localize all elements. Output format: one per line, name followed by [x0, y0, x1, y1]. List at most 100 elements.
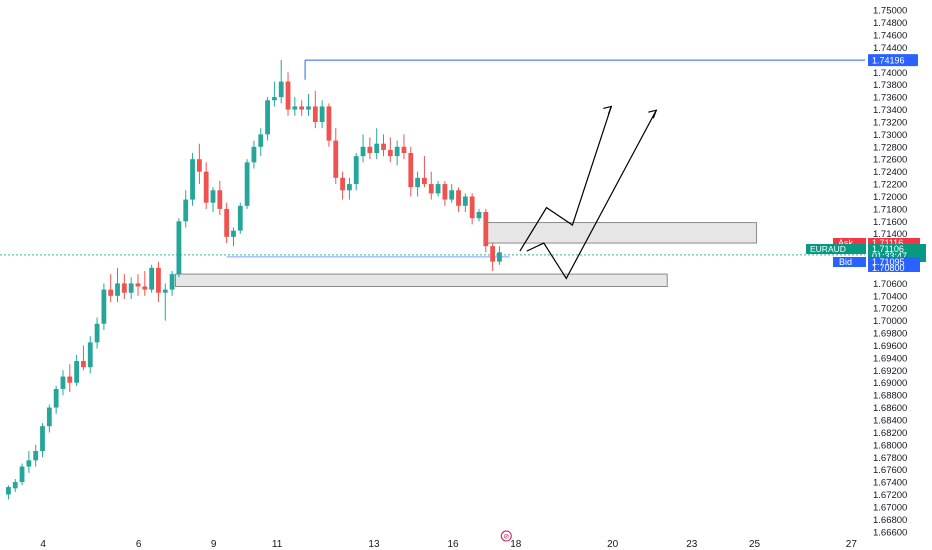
- high-price-tag: 1.74196: [872, 56, 905, 66]
- candle-body: [456, 190, 461, 206]
- candle-body: [53, 388, 59, 408]
- price-tick-label: 1.67200: [873, 490, 907, 501]
- projection-path-1: [519, 106, 612, 252]
- projection-arrowhead-1: [603, 105, 613, 115]
- candle-body: [387, 149, 393, 157]
- candle-body: [333, 140, 339, 178]
- time-tick-label: 23: [686, 539, 698, 550]
- candle-body: [340, 177, 345, 191]
- candle-body: [60, 376, 66, 389]
- candle-body: [156, 267, 161, 293]
- candle-body: [265, 100, 270, 135]
- candle-body: [394, 146, 400, 157]
- price-tick-label: 1.71600: [873, 217, 907, 228]
- candle-body: [74, 361, 80, 383]
- price-tick-label: 1.68400: [873, 415, 907, 426]
- price-tick-label: 1.68800: [873, 391, 907, 402]
- candle-body: [196, 159, 202, 172]
- candle-body: [319, 106, 325, 122]
- projection-path-2: [526, 109, 657, 280]
- candle-body: [26, 460, 32, 467]
- price-tick-label: 1.73800: [873, 80, 907, 91]
- time-axis[interactable]: ar4691113161820232527⊘: [0, 530, 857, 550]
- price-tick-label: 1.67600: [873, 465, 907, 476]
- time-tick-label: 20: [607, 539, 619, 550]
- candle-body: [210, 190, 216, 203]
- price-tick-label: 1.68600: [873, 403, 907, 414]
- price-tick-label: 1.70600: [873, 279, 907, 290]
- candle-body: [142, 286, 148, 290]
- price-tick-label: 1.68000: [873, 440, 907, 451]
- time-tick-label: 16: [448, 539, 460, 550]
- bid-price-bg: [868, 257, 920, 272]
- bid-label-bg: [833, 257, 866, 267]
- price-tick-label: 1.75000: [873, 6, 907, 17]
- bid-price-secondary: 1.70800: [872, 263, 905, 273]
- price-tick-label: 1.73200: [873, 117, 907, 128]
- watermark-glyph: ⊘: [503, 534, 509, 541]
- candle-body: [381, 143, 386, 150]
- candle-body: [422, 177, 427, 185]
- ask-label: Ask: [838, 238, 854, 248]
- price-tick-label: 1.73600: [873, 93, 907, 104]
- price-tick-label: 1.67400: [873, 478, 907, 489]
- zones-layer: [175, 222, 758, 288]
- candle-body: [353, 156, 359, 185]
- candle-body: [374, 143, 380, 154]
- symbol-tag: EURAUD: [810, 244, 846, 254]
- candle-body: [462, 196, 468, 206]
- ask-label-bg: [833, 238, 866, 248]
- ask-price-bg: [868, 238, 920, 248]
- horizontal-lines-layer: [0, 59, 865, 258]
- price-tick-label: 1.73400: [873, 105, 907, 116]
- candle-body: [469, 196, 475, 219]
- time-tick-label: 9: [211, 539, 217, 550]
- price-tick-label: 1.66600: [873, 527, 907, 538]
- candle-body: [67, 376, 73, 383]
- candle-body: [360, 146, 366, 157]
- candle-body: [367, 146, 373, 154]
- price-tick-label: 1.69400: [873, 353, 907, 364]
- candle-body: [101, 289, 107, 324]
- price-tick-label: 1.74400: [873, 43, 907, 54]
- candle-body: [285, 81, 291, 110]
- price-tick-label: 1.69800: [873, 329, 907, 340]
- candle-body: [476, 211, 482, 219]
- candle-body: [428, 184, 434, 194]
- candle-body: [244, 162, 250, 206]
- demand-zone: [175, 273, 668, 288]
- candle-body: [271, 97, 277, 101]
- price-tick-label: 1.72600: [873, 155, 907, 166]
- candle-body: [149, 267, 155, 290]
- price-tick-label: 1.74800: [873, 18, 907, 29]
- candle-body: [415, 177, 421, 188]
- candle-body: [490, 246, 496, 262]
- price-tick-label: 1.69000: [873, 378, 907, 389]
- candle-body: [408, 153, 414, 188]
- candle-body: [449, 190, 455, 200]
- candle-body: [442, 184, 448, 200]
- candle-body: [483, 211, 489, 247]
- price-tick-label: 1.73000: [873, 130, 907, 141]
- candle-body: [278, 81, 284, 98]
- price-tick-label: 1.72800: [873, 142, 907, 153]
- price-tick-label: 1.72000: [873, 192, 907, 203]
- candle-body: [401, 146, 407, 154]
- time-tick-label: 25: [749, 539, 761, 550]
- candle-body: [312, 106, 318, 122]
- candle-body: [87, 342, 93, 368]
- candle-body: [203, 171, 209, 203]
- ask-price: 1.71116: [872, 238, 903, 248]
- price-tick-label: 1.74600: [873, 31, 907, 42]
- candle-body: [19, 466, 25, 483]
- price-tick-label: 1.72400: [873, 167, 907, 178]
- candle-body: [81, 361, 86, 368]
- price-tick-label: 1.66800: [873, 515, 907, 526]
- candle-body: [231, 230, 236, 237]
- candle-body: [251, 146, 257, 163]
- candles-layer: [6, 59, 502, 500]
- candle-body: [108, 289, 114, 296]
